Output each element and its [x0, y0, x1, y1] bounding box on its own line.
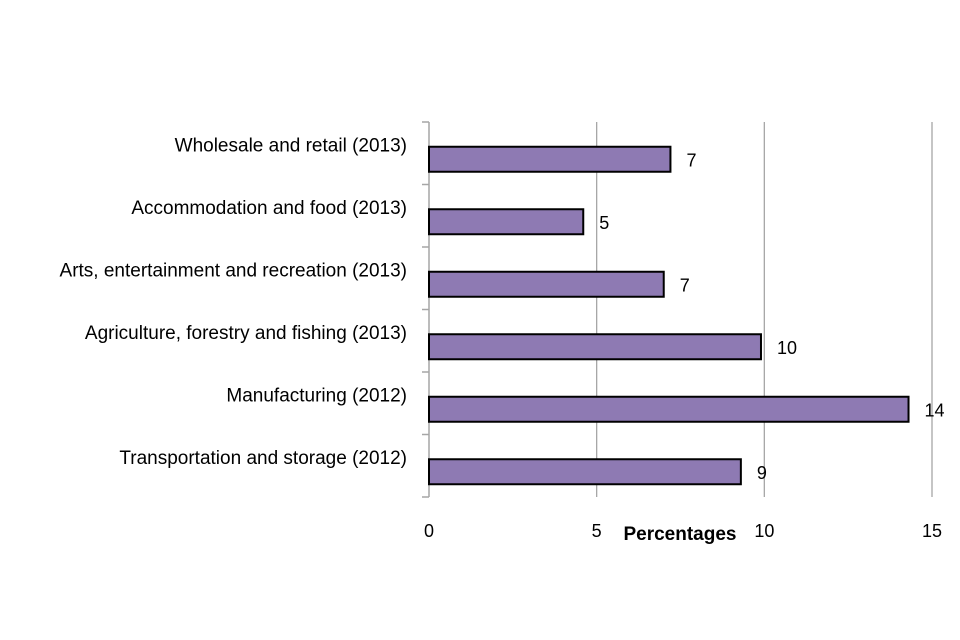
bar-value-label: 10: [777, 338, 797, 358]
axes: [422, 121, 430, 498]
x-tick-label: 0: [424, 521, 434, 541]
bar-value-label: 14: [925, 400, 945, 420]
category-label: Arts, entertainment and recreation (2013…: [60, 260, 407, 281]
bar: [428, 270, 665, 298]
grid-lines: [596, 122, 933, 497]
bar-value-label: 7: [680, 275, 690, 295]
bars: [428, 145, 910, 486]
bar-value-label: 9: [757, 463, 767, 483]
bar: [428, 145, 672, 173]
bar: [428, 458, 742, 486]
category-label: Agriculture, forestry and fishing (2013): [85, 323, 407, 344]
category-label: Accommodation and food (2013): [131, 198, 407, 219]
bar-value-label: 7: [686, 150, 696, 170]
bar: [428, 395, 910, 423]
category-label: Wholesale and retail (2013): [175, 135, 407, 156]
bar: [428, 208, 585, 236]
category-label: Manufacturing (2012): [226, 385, 407, 406]
x-tick-label: 5: [592, 521, 602, 541]
bar-value-label: 5: [599, 213, 609, 233]
bar: [428, 333, 762, 361]
labels: 0 5 10 15 7 Wholesale and retail (2013) 5 Accom…: [60, 135, 945, 541]
x-tick-label: 15: [922, 521, 942, 541]
x-axis-title: Percentages: [623, 524, 736, 545]
category-label: Transportation and storage (2012): [119, 448, 407, 469]
x-tick-label: 10: [754, 521, 774, 541]
